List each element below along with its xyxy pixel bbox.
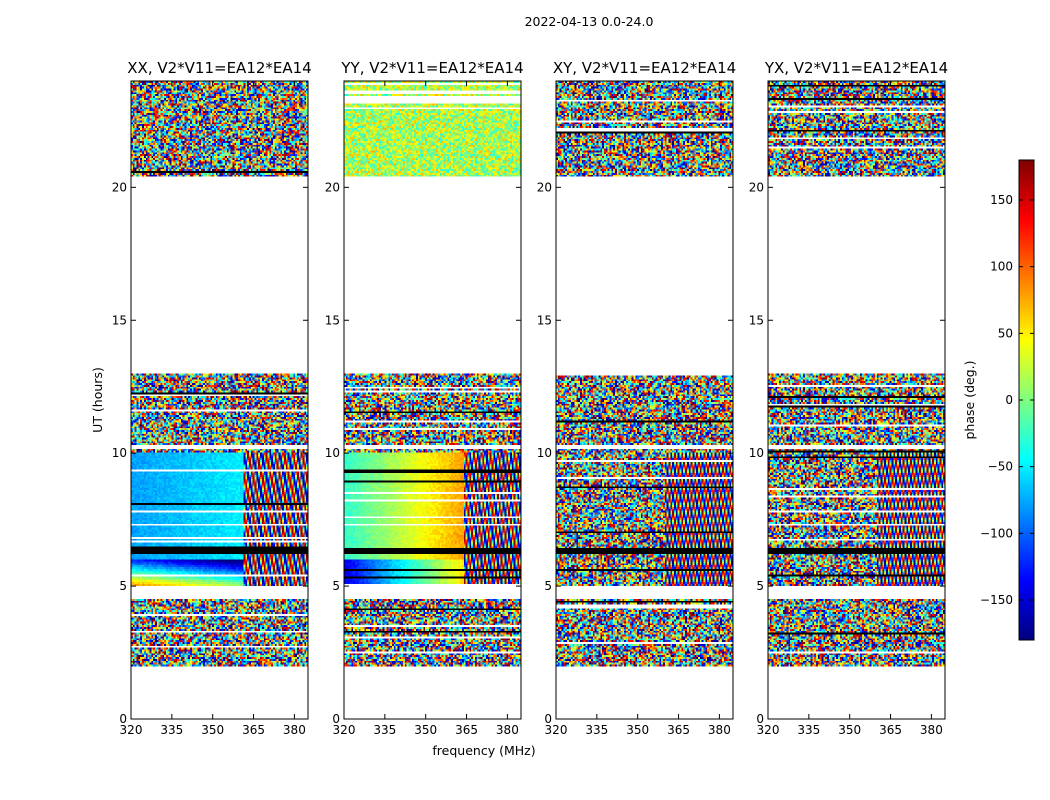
panel-4: YX, V2*V11=EA12*EA14 0 5 10 15 20 320 335 350 365… [749,59,948,737]
x-tick-label: 320 [757,723,780,737]
y-tick-label: 0 [544,712,552,726]
panel-heatmap-image [131,81,308,719]
x-tick-label: 380 [920,723,943,737]
panel-title: XY, V2*V11=EA12*EA14 [553,59,736,77]
x-tick-label: 365 [455,723,478,737]
x-tick-label: 365 [879,723,902,737]
x-tick-label: 350 [201,723,224,737]
y-tick-label: 5 [544,579,552,593]
y-tick-label: 5 [119,579,127,593]
x-tick-label: 320 [120,723,143,737]
x-tick-label: 350 [626,723,649,737]
y-tick-label: 15 [749,313,764,327]
colorbar-tick-label: 100 [990,260,1013,274]
x-tick-label: 365 [667,723,690,737]
panel-title: XX, V2*V11=EA12*EA14 [127,59,311,77]
x-tick-label: 365 [242,723,265,737]
y-tick-label: 0 [332,712,340,726]
panel-heatmap-image [768,81,945,719]
x-tick-label: 350 [838,723,861,737]
x-tick-label: 380 [283,723,306,737]
x-tick-label: 320 [545,723,568,737]
colorbar-tick-label: 50 [998,326,1013,340]
x-axis-label: frequency (MHz) [432,743,535,758]
y-tick-label: 20 [112,180,127,194]
y-tick-label: 5 [332,579,340,593]
x-tick-label: 350 [414,723,437,737]
y-tick-label: 10 [112,446,127,460]
y-tick-label: 15 [325,313,340,327]
y-tick-label: 20 [325,180,340,194]
y-axis-label: UT (hours) [90,367,105,433]
panel-2: YY, V2*V11=EA12*EA14 0 5 10 15 20 320 335 350 365… [325,59,524,737]
x-tick-label: 320 [333,723,356,737]
y-tick-label: 20 [537,180,552,194]
colorbar-tick-label: 0 [1005,393,1013,407]
x-tick-label: 335 [160,723,183,737]
panel-3: XY, V2*V11=EA12*EA14 0 5 10 15 20 320 335 350 365… [537,59,736,737]
panel-1: XX, V2*V11=EA12*EA14 0 5 10 15 20 320 335 350 365… [112,59,312,737]
panel-frame [555,80,734,720]
y-tick-label: 0 [756,712,764,726]
x-tick-label: 335 [797,723,820,737]
panel-title: YY, V2*V11=EA12*EA14 [340,59,523,77]
colorbar-tick-label: −50 [988,460,1013,474]
y-tick-label: 10 [537,446,552,460]
panel-frame [130,80,309,720]
y-tick-label: 20 [749,180,764,194]
panel-heatmap-image [556,81,733,719]
y-tick-label: 5 [756,579,764,593]
panel-frame [767,80,946,720]
y-tick-label: 10 [325,446,340,460]
colorbar-tick-label: −150 [980,593,1013,607]
panel-heatmap-image [344,81,521,719]
colorbar: −150 −100 −50 0 50 100 150 [980,159,1035,641]
colorbar-label: phase (deg.) [962,361,977,440]
y-tick-label: 10 [749,446,764,460]
panels-group: XX, V2*V11=EA12*EA14 0 5 10 15 20 320 335 350 365… [112,59,948,737]
x-tick-label: 335 [585,723,608,737]
figure-suptitle: 2022-04-13 0.0-24.0 [525,14,654,29]
y-tick-label: 15 [537,313,552,327]
panel-frame [343,80,522,720]
panel-title: YX, V2*V11=EA12*EA14 [764,59,948,77]
x-tick-label: 335 [373,723,396,737]
x-tick-label: 380 [708,723,731,737]
y-tick-label: 15 [112,313,127,327]
colorbar-tick-label: 150 [990,193,1013,207]
y-tick-label: 0 [119,712,127,726]
x-tick-label: 380 [496,723,519,737]
colorbar-tick-label: −100 [980,526,1013,540]
